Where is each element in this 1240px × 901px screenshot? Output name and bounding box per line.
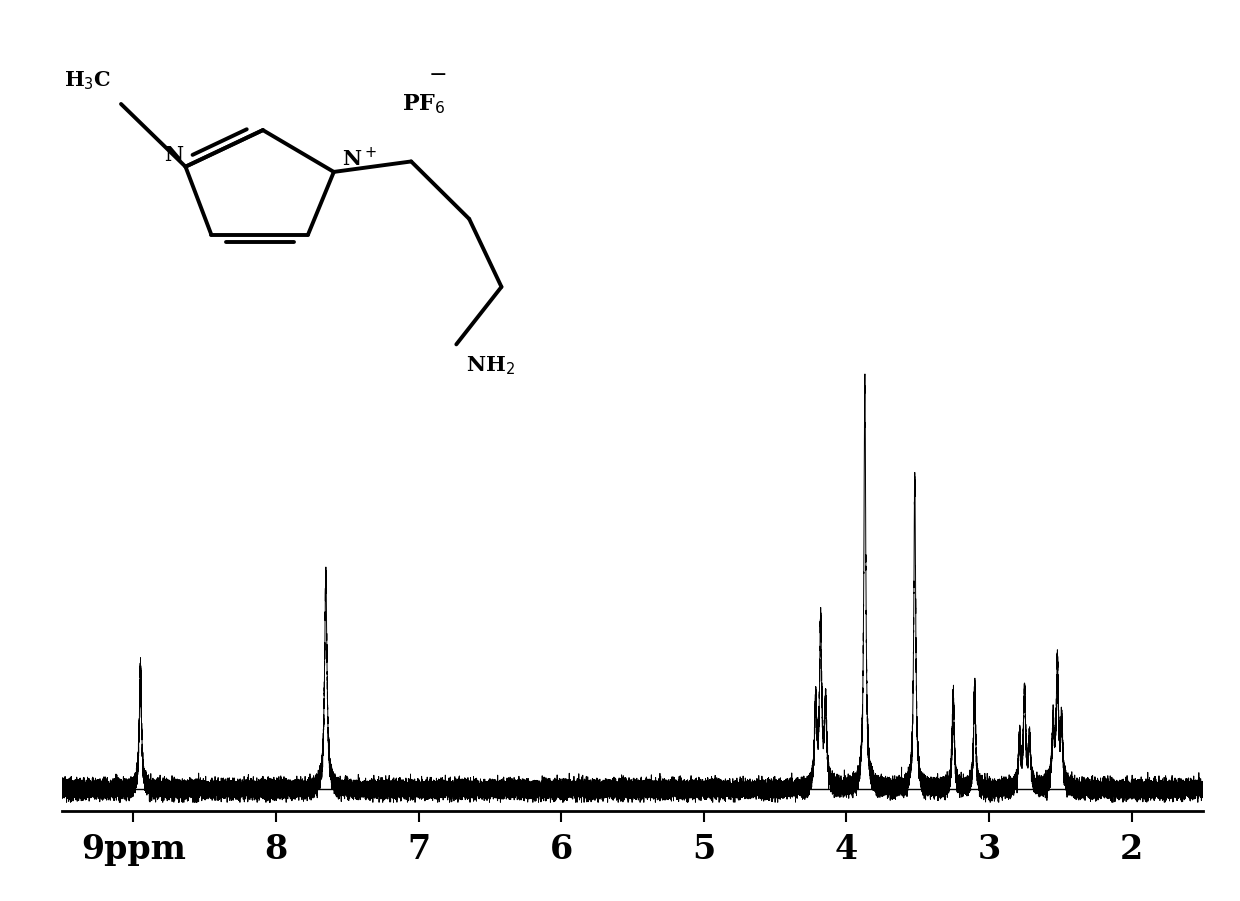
Text: N: N <box>165 145 184 165</box>
Text: N$^+$: N$^+$ <box>341 147 376 170</box>
Text: NH$_2$: NH$_2$ <box>466 355 515 378</box>
Text: PF$_6$: PF$_6$ <box>402 92 446 115</box>
Text: $-$: $-$ <box>428 61 446 84</box>
Text: H$_3$C: H$_3$C <box>64 70 112 93</box>
